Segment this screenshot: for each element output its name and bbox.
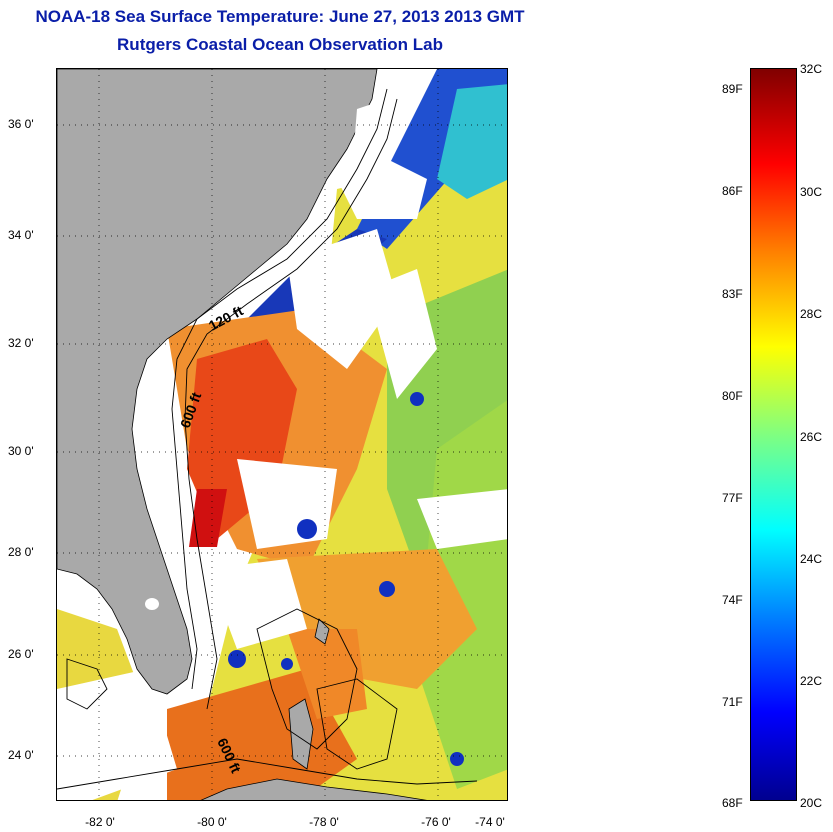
cloud-patch-east	[367, 269, 437, 399]
lon-tick-82: -82 0'	[85, 815, 115, 829]
colorbar-label-83f: 83F	[722, 287, 743, 301]
lat-tick-36: 36 0'	[8, 117, 34, 131]
bathymetry-contours	[57, 88, 478, 790]
cold-cluster	[228, 650, 246, 668]
lat-tick-24: 24 0'	[8, 748, 34, 762]
sst-map-canvas: 120 ft 600 ft 600 ft	[57, 69, 507, 800]
cloud-patch-southwest	[57, 669, 177, 800]
northeast-cyan-band	[437, 84, 507, 199]
bahamas-warm	[287, 629, 367, 719]
colorbar-label-68f: 68F	[722, 796, 743, 810]
land	[57, 69, 428, 800]
lat-tick-30: 30 0'	[8, 444, 34, 458]
cloud-patch-north	[337, 159, 427, 219]
contour-bahamas-1	[256, 608, 358, 750]
sst-field	[57, 69, 507, 800]
colorbar-label-26c: 26C	[800, 430, 823, 444]
cold-cluster	[450, 752, 464, 766]
cloud-patch-central	[287, 229, 397, 369]
cold-cluster	[379, 581, 395, 597]
colorbar-label-89f: 89F	[722, 82, 743, 96]
sst-map: 120 ft 600 ft 600 ft	[56, 68, 508, 801]
colorbar-label-80f: 80F	[722, 389, 743, 403]
contour-120ft	[171, 88, 388, 690]
cuba	[200, 778, 428, 800]
contour-bahamas-2	[316, 678, 398, 770]
colorbar-label-71f: 71F	[722, 695, 743, 709]
title-line-2: Rutgers Coastal Ocean Observation Lab	[117, 35, 443, 54]
cold-cluster	[410, 392, 424, 406]
colorbar-label-30c: 30C	[800, 185, 823, 199]
lon-tick-78: -78 0'	[309, 815, 339, 829]
lon-tick-74: -74 0'	[475, 815, 505, 829]
contour-gulf-loop	[66, 658, 108, 710]
colorbar-label-32c: 32C	[800, 62, 823, 76]
colorbar-label-24c: 24C	[800, 552, 823, 566]
colorbar-label-20c: 20C	[800, 796, 823, 810]
lon-tick-76: -76 0'	[421, 815, 451, 829]
lake-okeechobee	[145, 598, 159, 610]
lat-tick-28: 28 0'	[8, 545, 34, 559]
title-line-1: NOAA-18 Sea Surface Temperature: June 27…	[35, 7, 525, 26]
lat-tick-26: 26 0'	[8, 647, 34, 661]
cold-pixel-clusters	[228, 392, 464, 766]
colorbar-label-74f: 74F	[722, 593, 743, 607]
temperature-colorbar	[750, 68, 797, 801]
lon-tick-80: -80 0'	[197, 815, 227, 829]
cold-cluster	[297, 519, 317, 539]
cold-cluster	[281, 658, 293, 670]
pamlico-sound	[355, 104, 372, 139]
florida-straits-warm	[167, 669, 357, 800]
graticule	[57, 69, 507, 800]
inland-water	[145, 104, 372, 610]
lat-tick-34: 34 0'	[8, 228, 34, 242]
andros-island	[288, 698, 314, 770]
contour-600ft	[184, 98, 398, 710]
colorbar-label-22c: 22C	[800, 674, 823, 688]
colorbar-label-28c: 28C	[800, 307, 823, 321]
contour-straits	[57, 758, 478, 790]
cloud-patch-bahamas	[207, 559, 307, 649]
hot-spot	[189, 489, 227, 547]
lat-tick-32: 32 0'	[8, 336, 34, 350]
us-southeast-coast	[57, 69, 378, 695]
cloud-mask	[57, 159, 507, 800]
colorbar-label-77f: 77F	[722, 491, 743, 505]
cloud-patch-east2	[417, 489, 507, 549]
bahamas-island	[314, 618, 330, 645]
colorbar-label-86f: 86F	[722, 184, 743, 198]
